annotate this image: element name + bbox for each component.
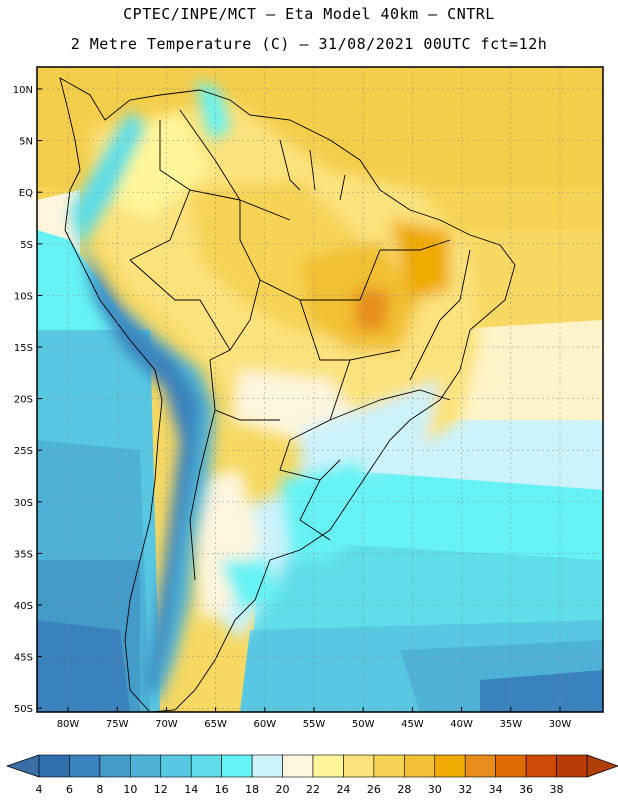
map-title-line2: 2 Metre Temperature (C) – 31/08/2021 00U… <box>70 35 548 53</box>
colorbar-label: 16 <box>215 783 229 796</box>
lon-tick-label: 30W <box>549 719 572 730</box>
lat-tick-label: 40S <box>14 601 33 612</box>
colorbar-swatch <box>434 754 466 778</box>
colorbar-swatch <box>282 754 314 778</box>
lat-tick-label: 25S <box>14 446 33 457</box>
colorbar-swatch <box>312 754 344 778</box>
lat-tick-label: 10S <box>14 291 33 302</box>
colorbar-swatch <box>221 754 253 778</box>
colorbar-label: 26 <box>367 783 381 796</box>
colorbar-label: 8 <box>96 783 103 796</box>
lon-tick-label: 45W <box>401 719 424 730</box>
lat-tick-label: 30S <box>14 498 33 509</box>
colorbar-label: 12 <box>154 783 168 796</box>
lat-tick-label: 15S <box>14 343 33 354</box>
colorbar-label: 20 <box>276 783 290 796</box>
colorbar-swatch <box>373 754 405 778</box>
colorbar-label: 38 <box>550 783 564 796</box>
lat-tick-label: EQ <box>19 188 33 199</box>
colorbar-label: 30 <box>428 783 442 796</box>
lon-tick-label: 55W <box>303 719 326 730</box>
map-title-line1: CPTEC/INPE/MCT – Eta Model 40km – CNTRL <box>123 5 495 23</box>
colorbar: 4 6 8 10 12 14 16 18 20 22 24 26 28 30 32 34 36 38 <box>5 754 618 796</box>
colorbar-swatch <box>495 754 527 778</box>
lon-tick-label: 40W <box>450 719 473 730</box>
colorbar-label: 32 <box>458 783 472 796</box>
colorbar-label: 22 <box>306 783 320 796</box>
lat-tick-label: 5N <box>19 137 33 148</box>
colorbar-swatch <box>160 754 192 778</box>
lon-tick-label: 80W <box>57 719 80 730</box>
colorbar-label: 28 <box>397 783 411 796</box>
colorbar-swatch <box>525 754 557 778</box>
colorbar-swatch <box>343 754 375 778</box>
colorbar-label: 4 <box>36 783 43 796</box>
colorbar-swatch <box>556 754 588 778</box>
colorbar-swatch <box>69 754 101 778</box>
axis-labels: 10N 5N EQ 5S 10S 15S 20S 25S 30S 35S 40S 45S 50S 80W 7… <box>13 85 572 730</box>
lon-tick-label: 65W <box>204 719 227 730</box>
lon-tick-label: 75W <box>106 719 129 730</box>
lat-tick-label: 45S <box>14 653 33 664</box>
lon-tick-label: 60W <box>253 719 276 730</box>
lon-tick-label: 35W <box>499 719 522 730</box>
map-frame <box>36 66 604 713</box>
lon-tick-label: 70W <box>155 719 178 730</box>
lon-tick-label: 50W <box>352 719 375 730</box>
political-boundaries <box>59 77 516 712</box>
colorbar-label: 10 <box>123 783 137 796</box>
colorbar-label: 36 <box>519 783 533 796</box>
colorbar-label: 34 <box>489 783 503 796</box>
colorbar-swatch <box>464 754 496 778</box>
colorbar-swatch <box>251 754 283 778</box>
colorbar-swatch <box>99 754 131 778</box>
colorbar-label: 14 <box>184 783 198 796</box>
colorbar-swatch <box>190 754 222 778</box>
lat-tick-label: 5S <box>20 240 33 251</box>
colorbar-label: 6 <box>66 783 73 796</box>
lat-tick-label: 50S <box>14 704 33 715</box>
lat-tick-label: 10N <box>13 85 33 96</box>
temperature-field <box>37 67 603 712</box>
colorbar-low-arrow <box>5 754 40 778</box>
lat-lon-grid <box>37 67 603 712</box>
colorbar-swatch <box>404 754 436 778</box>
lat-tick-label: 20S <box>14 395 33 406</box>
colorbar-label: 24 <box>336 783 350 796</box>
lat-tick-label: 35S <box>14 549 33 560</box>
colorbar-swatch <box>38 754 70 778</box>
colorbar-high-arrow <box>586 754 618 778</box>
colorbar-label: 18 <box>245 783 259 796</box>
colorbar-swatch <box>130 754 162 778</box>
